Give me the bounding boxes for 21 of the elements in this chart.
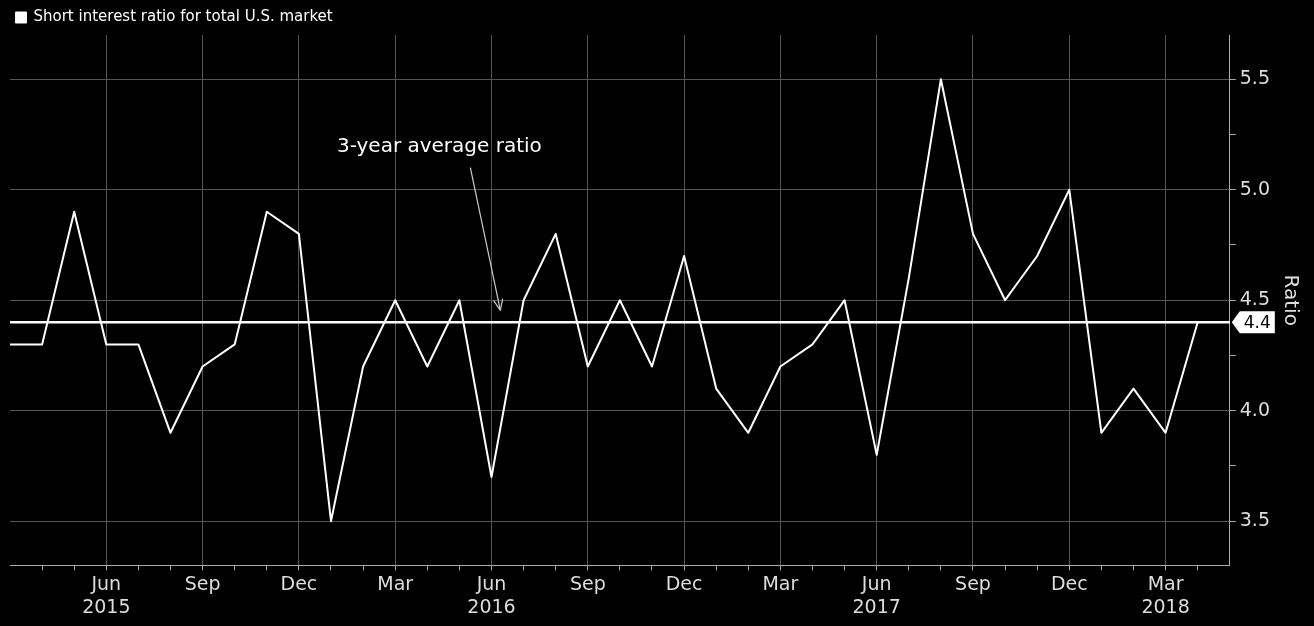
x-tick-label: Sep bbox=[569, 571, 606, 594]
x-tick-label: Mar 2018 bbox=[1141, 571, 1190, 617]
x-tick-label: Sep bbox=[955, 571, 991, 594]
x-tick-label: Jun 2017 bbox=[852, 571, 901, 617]
ref-line-label: 4.4 bbox=[1243, 311, 1271, 332]
x-tick-label: Dec bbox=[280, 571, 318, 594]
x-tick-label: Dec bbox=[1050, 571, 1088, 594]
y-tick-label: 3.5 bbox=[1239, 508, 1270, 531]
y-tick-label: 5.5 bbox=[1239, 66, 1270, 89]
legend-label: Short interest ratio for total U.S. market bbox=[33, 7, 333, 26]
x-tick-label: Mar bbox=[762, 571, 799, 594]
x-tick-label: Dec bbox=[665, 571, 703, 594]
y-axis-title: Ratio bbox=[1279, 274, 1304, 326]
annotation: 3-year average ratio bbox=[336, 132, 542, 157]
x-tick-label: Sep bbox=[184, 571, 221, 594]
x-tick-label: Jun 2016 bbox=[467, 571, 516, 617]
y-tick-label: 5.0 bbox=[1239, 176, 1270, 199]
x-tick-label: Mar bbox=[377, 571, 414, 594]
y-tick-label: 4.5 bbox=[1239, 287, 1270, 310]
x-tick-label: Jun 2015 bbox=[82, 571, 131, 617]
y-tick-label: 4.0 bbox=[1239, 397, 1270, 420]
